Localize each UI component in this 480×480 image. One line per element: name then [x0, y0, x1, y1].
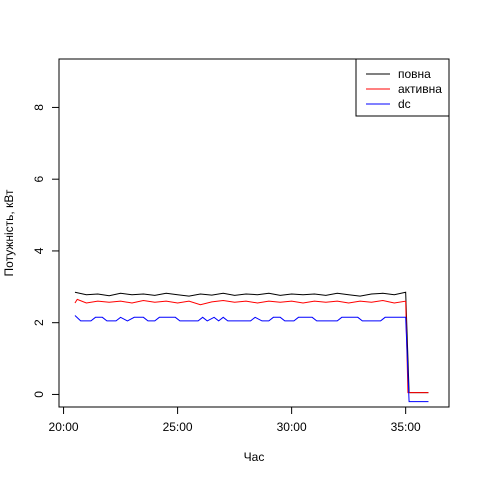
y-tick-label: 6: [32, 176, 46, 183]
y-tick-label: 4: [32, 247, 46, 254]
x-tick-label: 30:00: [277, 420, 307, 434]
legend-box: [355, 58, 450, 117]
series-layer: [74, 291, 429, 403]
series-line-0: [74, 291, 429, 394]
x-axis-title: Час: [244, 450, 265, 464]
series-line-1: [74, 298, 429, 394]
y-axis: 0 2 4 6 8: [32, 104, 60, 398]
y-axis-title: Потужність, кВт: [2, 189, 16, 276]
y-tick-label: 8: [32, 104, 46, 111]
legend-label-0: повна: [398, 67, 431, 81]
x-tick-label: 35:00: [391, 420, 421, 434]
y-tick-label: 0: [32, 391, 46, 398]
x-axis: 20:00 25:00 30:00 35:00: [49, 406, 421, 434]
x-tick-label: 20:00: [49, 420, 79, 434]
y-tick-label: 2: [32, 319, 46, 326]
x-tick-label: 25:00: [163, 420, 193, 434]
series-line-2: [74, 315, 429, 403]
legend-label-1: активна: [398, 82, 442, 96]
legend-label-2: dc: [398, 97, 411, 111]
